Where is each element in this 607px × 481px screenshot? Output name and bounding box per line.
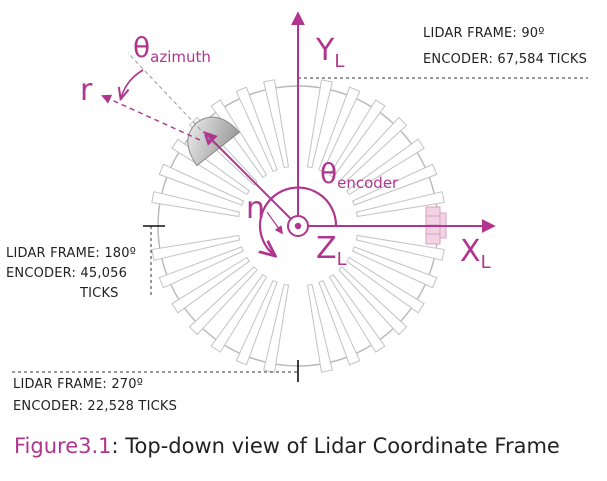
n-short-arrow: [266, 211, 283, 235]
lidar-fin: [235, 86, 278, 173]
lidar-fin: [338, 266, 408, 336]
lidar-fin: [210, 99, 268, 178]
annotation-180-frame: LIDAR FRAME: 180º: [6, 246, 136, 261]
lidar-fin: [210, 274, 268, 353]
lidar-fin: [318, 279, 361, 366]
r-label: r: [80, 73, 93, 108]
annotation-270-encoder: ENCODER: 22,528 TICKS: [13, 399, 177, 414]
r-ray-dashed: [101, 94, 201, 141]
lidar-fin: [351, 163, 438, 206]
x-axis-label: XL: [460, 234, 491, 273]
lidar-fin: [328, 274, 386, 353]
z-axis-label: ZL: [316, 231, 347, 270]
n-label: n: [246, 191, 265, 226]
z-axis-origin-dot: [294, 222, 302, 230]
lidar-fin: [151, 191, 241, 218]
lidar-fin: [346, 138, 425, 196]
y-axis-label: YL: [315, 33, 344, 72]
annotation-90-encoder: ENCODER: 67,584 TICKS: [423, 52, 587, 67]
lidar-fin: [263, 283, 290, 373]
reference-ray-gray: [127, 52, 216, 146]
figure-number: Figure3.1: [14, 434, 112, 458]
annotation-180-encoder-cont: TICKS: [79, 286, 119, 301]
caption-text: Top-down view of Lidar Coordinate Frame: [118, 434, 560, 458]
lidar-fin: [355, 191, 445, 218]
lidar-fin: [306, 79, 333, 169]
annotation-180-encoder: ENCODER: 45,056: [6, 266, 127, 281]
lidar-fin: [151, 234, 241, 261]
annotation-270-frame: LIDAR FRAME: 270º: [13, 377, 143, 392]
theta-azimuth-arc: [121, 69, 144, 98]
lidar-fin: [158, 246, 245, 289]
lidar-fin: [171, 256, 250, 314]
lidar-fin: [306, 283, 333, 373]
annotation-90-frame: LIDAR FRAME: 90º: [423, 26, 545, 41]
n-vector-arrow: [203, 131, 299, 227]
theta-encoder-label: θencoder: [320, 157, 399, 192]
lidar-fin: [346, 256, 425, 314]
lidar-fin: [318, 86, 361, 173]
lidar-fin: [235, 279, 278, 366]
caption-separator: :: [111, 434, 119, 458]
lidar-fin: [263, 79, 290, 169]
lidar-fin: [158, 163, 245, 206]
theta-encoder-arc: [260, 186, 338, 255]
theta-azimuth-label: θazimuth: [133, 31, 211, 66]
lidar-fin: [351, 246, 438, 289]
lidar-fin: [188, 266, 258, 336]
lidar-fin: [338, 116, 408, 186]
lidar-fin: [328, 99, 386, 178]
figure-caption: Figure3.1: Top-down view of Lidar Coordi…: [14, 434, 560, 458]
lidar-fin: [355, 234, 445, 261]
